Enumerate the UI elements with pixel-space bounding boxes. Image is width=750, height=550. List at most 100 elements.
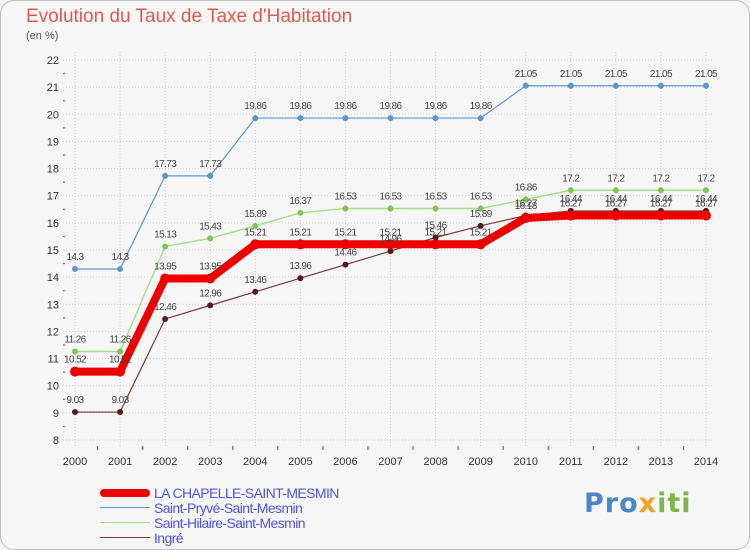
data-point	[340, 239, 351, 250]
y-tick-label: 8	[53, 435, 59, 447]
data-label: 13.96	[289, 261, 312, 272]
x-tick-label: 2007	[378, 456, 402, 468]
data-point	[567, 187, 574, 194]
y-tick-label: 10	[47, 381, 59, 393]
data-point	[162, 172, 169, 179]
x-tick-label: 2014	[694, 456, 718, 468]
data-label: 19.86	[425, 101, 448, 112]
data-label: 13.95	[154, 262, 177, 273]
data-label: 14.96	[379, 234, 402, 245]
data-point	[297, 209, 304, 216]
legend-swatch	[100, 507, 150, 509]
data-label: 14.3	[66, 252, 84, 263]
data-label: 11.26	[64, 335, 86, 346]
data-point	[72, 266, 78, 272]
data-point	[207, 235, 214, 242]
chart-unit: (en %)	[26, 30, 59, 42]
data-point	[520, 212, 531, 223]
data-label: 15.21	[379, 227, 402, 238]
data-label: 15.21	[244, 227, 267, 238]
data-label: 15.21	[425, 227, 448, 238]
data-label: 17.2	[652, 173, 670, 184]
data-point	[72, 348, 78, 355]
data-point	[342, 261, 349, 268]
legend-swatch	[100, 489, 150, 497]
x-tick-label: 2006	[333, 456, 357, 468]
data-label: 13.95	[199, 262, 222, 273]
y-tick-label: 12	[47, 326, 59, 338]
data-point	[115, 366, 126, 377]
data-point	[657, 82, 664, 89]
brand-logo: Proxiti	[584, 488, 692, 519]
data-label: 16.27	[695, 199, 718, 210]
data-point	[207, 302, 214, 309]
x-tick-label: 2011	[559, 456, 583, 468]
data-label: 14.46	[334, 248, 357, 259]
data-label: 15.21	[289, 227, 312, 238]
data-point	[72, 409, 78, 416]
data-point	[477, 205, 484, 212]
data-label: 16.53	[334, 191, 357, 202]
data-label: 21.05	[650, 69, 673, 80]
data-label: 16.44	[650, 194, 673, 205]
data-point	[612, 82, 619, 89]
data-point	[70, 366, 80, 377]
data-point	[385, 239, 396, 250]
data-point	[207, 172, 214, 179]
data-point	[475, 239, 486, 250]
data-point	[117, 266, 124, 272]
data-label: 15.89	[470, 209, 493, 220]
data-point	[430, 239, 441, 250]
y-tick-label: 15	[47, 245, 59, 257]
data-label: 10.52	[64, 355, 87, 366]
data-point	[610, 210, 621, 221]
x-tick-label: 2002	[153, 456, 177, 468]
data-label: 15.13	[154, 229, 177, 240]
y-tick-label: 18	[47, 164, 59, 176]
data-label: 16.53	[470, 191, 493, 202]
data-label: 19.86	[334, 101, 357, 112]
data-point	[252, 288, 259, 295]
data-point	[655, 210, 666, 221]
data-label: 9.03	[112, 395, 130, 406]
data-label: 16.86	[515, 183, 538, 194]
data-label: 16.27	[560, 199, 583, 210]
data-point	[250, 239, 261, 250]
data-point	[252, 115, 259, 122]
data-point	[160, 273, 171, 284]
data-label: 13.46	[244, 275, 267, 286]
data-point	[162, 315, 169, 322]
data-label: 16.53	[379, 191, 402, 202]
data-label: 16.27	[605, 199, 628, 210]
data-label: 15.21	[334, 227, 357, 238]
data-label: 19.86	[244, 101, 267, 112]
data-label: 16.44	[695, 194, 718, 205]
x-tick-label: 2003	[198, 456, 222, 468]
data-point	[703, 187, 709, 194]
data-label: 14.3	[112, 252, 130, 263]
data-point	[612, 187, 619, 194]
data-label: 16.53	[425, 191, 448, 202]
data-label: 9.03	[66, 395, 84, 406]
y-tick-label: 17	[47, 191, 59, 203]
data-point	[162, 243, 169, 250]
data-point	[342, 115, 349, 122]
data-point	[387, 248, 394, 255]
legend-swatch	[100, 522, 150, 524]
data-label: 16.27	[650, 199, 673, 210]
x-tick-label: 2013	[649, 456, 673, 468]
data-label: 15.46	[425, 221, 448, 232]
data-point	[252, 222, 259, 229]
data-label: 17.2	[607, 173, 625, 184]
data-label: 17.2	[697, 173, 715, 184]
data-label: 15.89	[244, 209, 267, 220]
data-label: 12.46	[154, 302, 177, 313]
data-label: 16.18	[515, 201, 538, 212]
chart-title: Evolution du Taux de Taxe d'Habitation	[26, 6, 353, 27]
data-point	[387, 115, 394, 122]
data-point	[117, 348, 124, 355]
data-label: 17.73	[154, 159, 177, 170]
data-point	[387, 205, 394, 212]
series-layer	[70, 82, 711, 416]
